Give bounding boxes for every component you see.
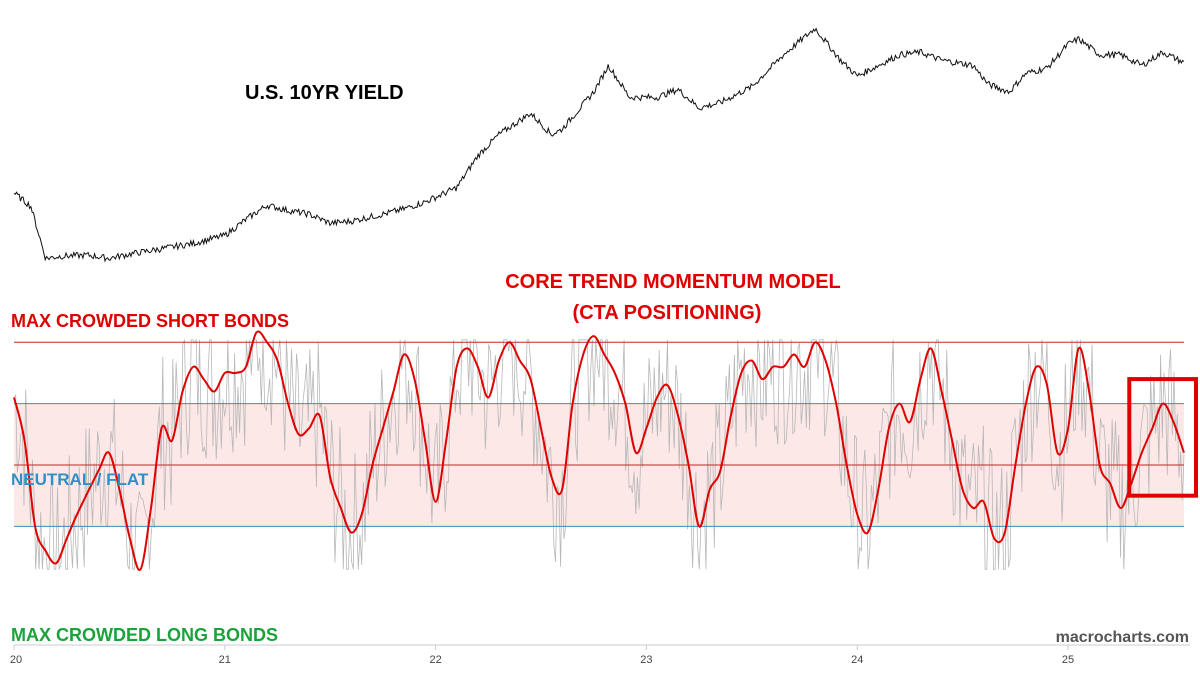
model-line (13, 330, 1185, 571)
yield-title: U.S. 10YR YIELD (245, 82, 404, 104)
x-tick-label: 21 (219, 654, 231, 666)
highlight-box (1127, 377, 1198, 498)
x-tick-label: 23 (640, 654, 652, 666)
model-title-line2: (CTA POSITIONING) (573, 302, 762, 324)
label-neutral: NEUTRAL / FLAT (11, 470, 149, 489)
label-max-short: MAX CROWDED SHORT BONDS (11, 311, 289, 331)
x-tick-label: 25 (1062, 654, 1074, 666)
raw-signal-layer (13, 338, 1185, 570)
x-axis-ticks: 20 21 22 23 24 25 (10, 645, 1074, 666)
watermark: macrocharts.com (1056, 629, 1189, 646)
x-tick-label: 22 (429, 654, 441, 666)
raw-signal-line (13, 338, 1185, 570)
yield-line (13, 27, 1185, 263)
x-tick-label: 20 (10, 654, 22, 666)
x-tick-label: 24 (851, 654, 863, 666)
label-max-long: MAX CROWDED LONG BONDS (11, 625, 278, 645)
model-title-line1: CORE TREND MOMENTUM MODEL (505, 271, 841, 293)
